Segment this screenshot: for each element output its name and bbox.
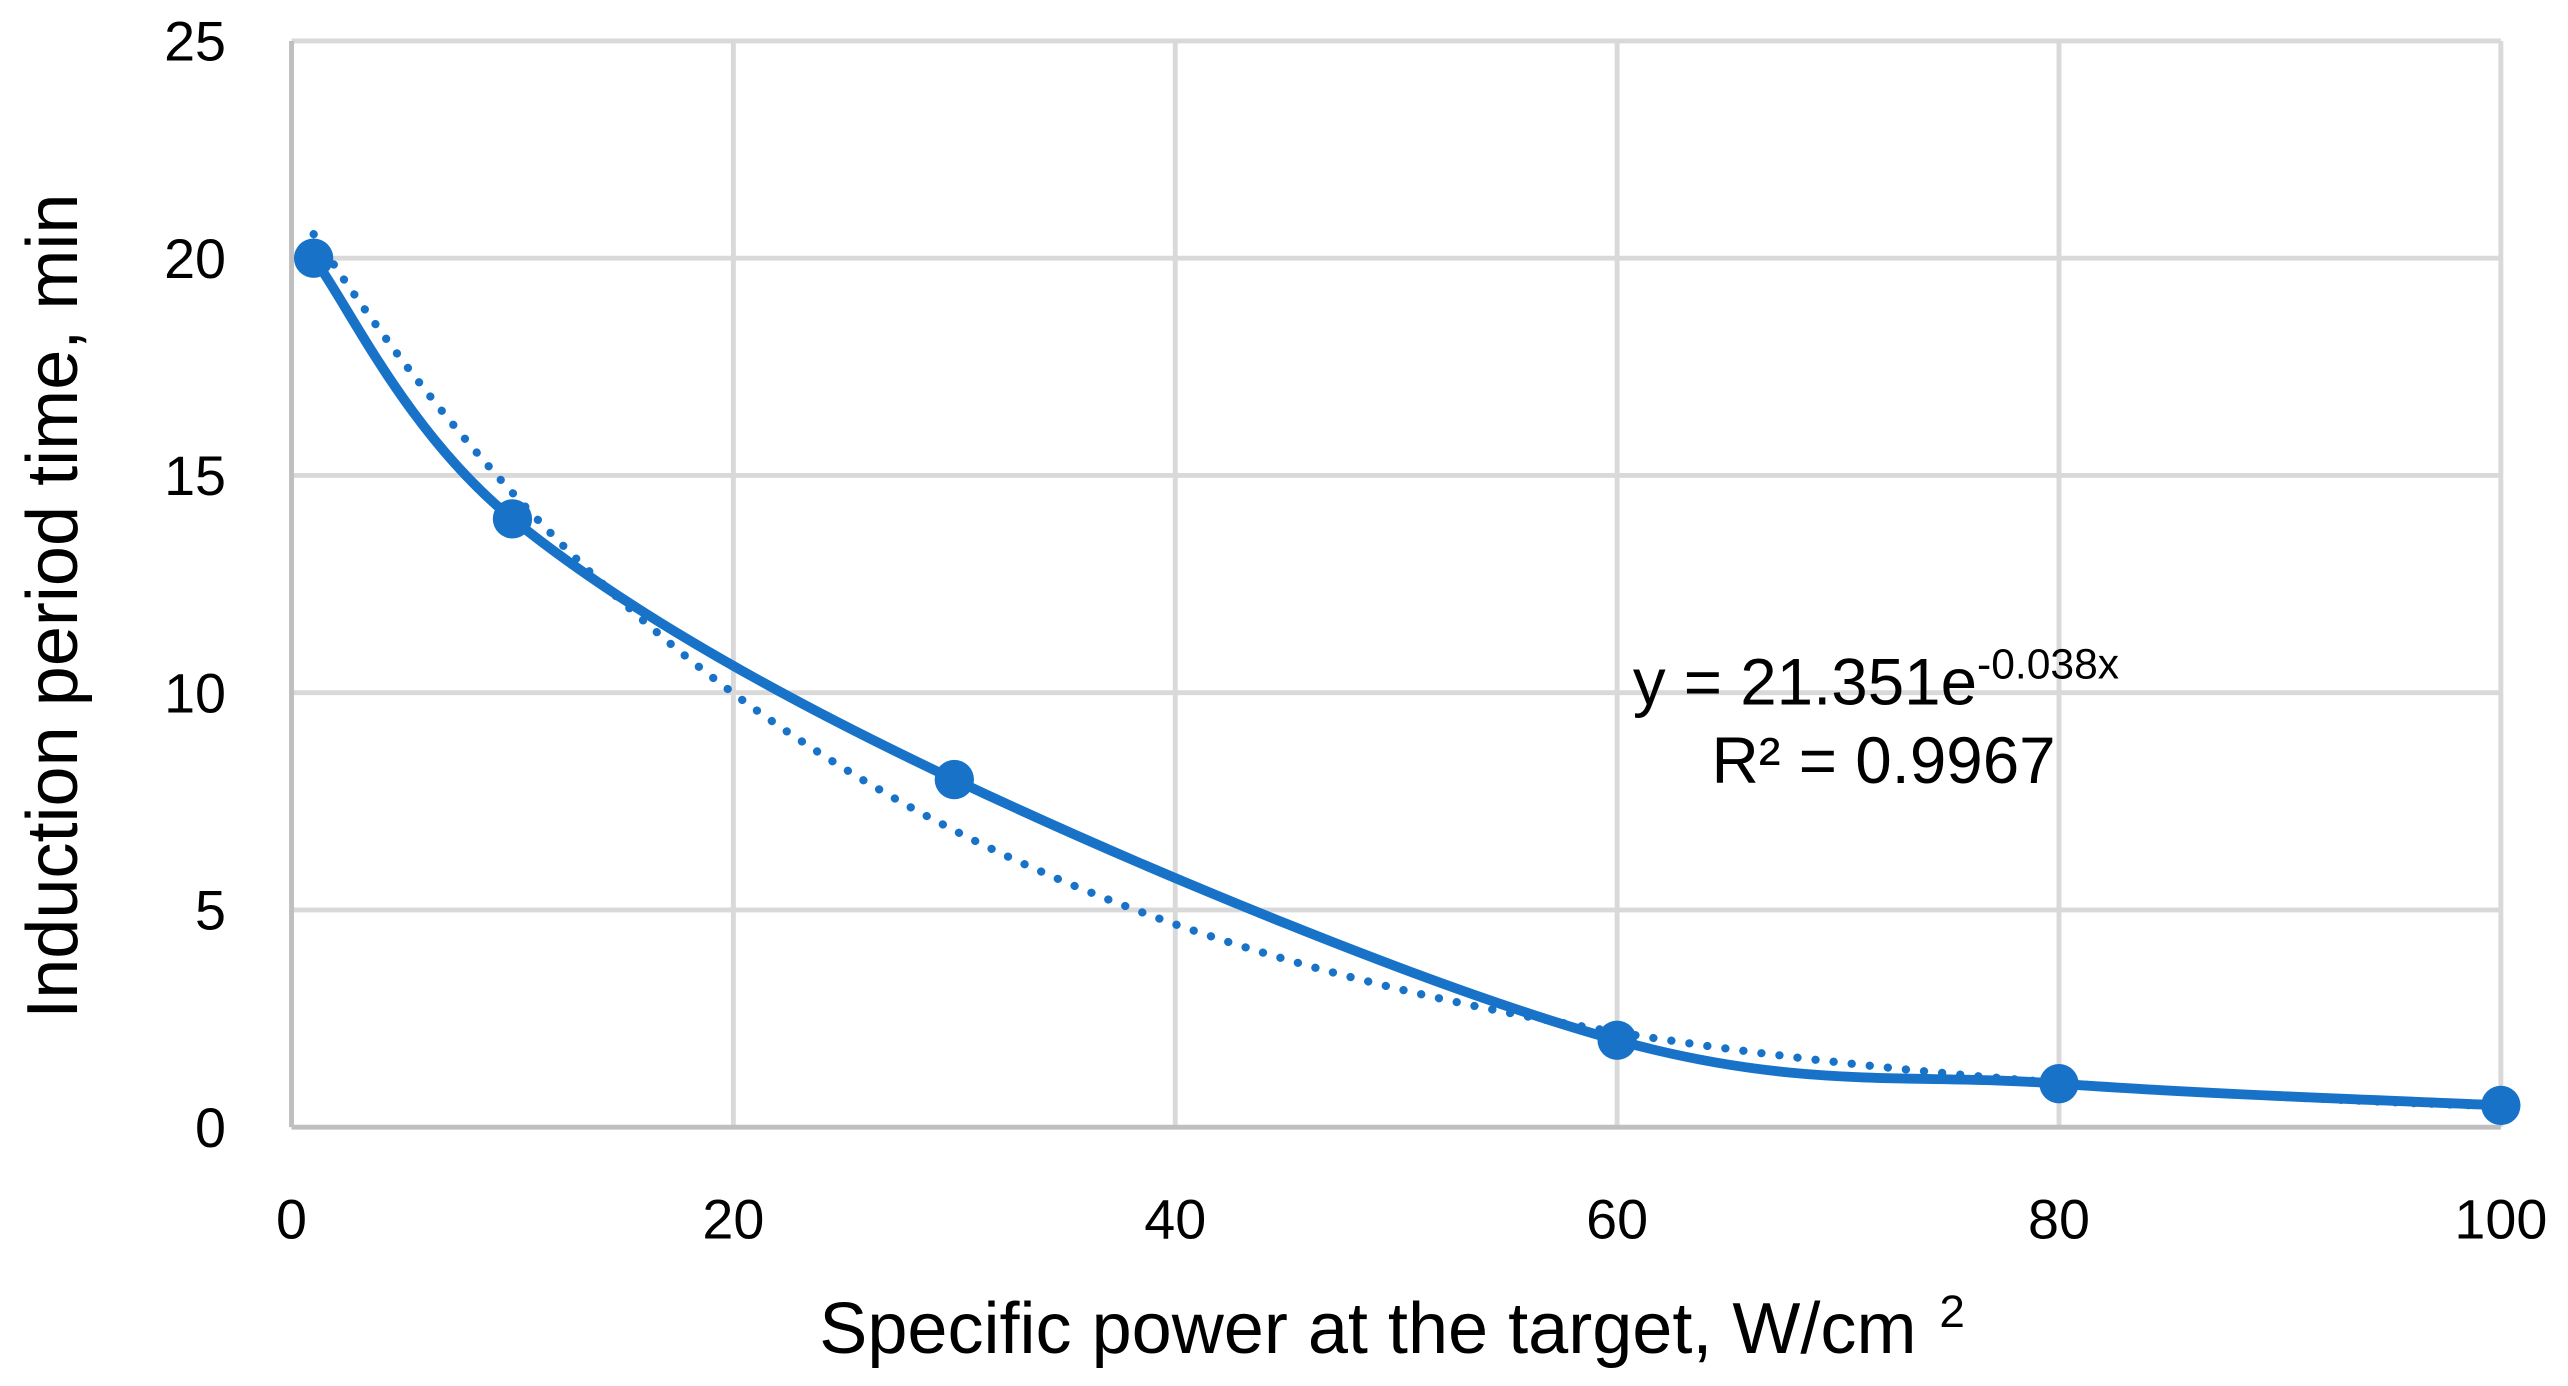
data-point	[2039, 1064, 2079, 1104]
y-tick-label: 0	[195, 1097, 226, 1159]
x-tick-label: 40	[1144, 1189, 1206, 1251]
data-point	[492, 499, 533, 539]
x-tick-label: 20	[702, 1189, 764, 1251]
r-squared-label: R² = 0.9967	[1711, 724, 2055, 797]
x-tick-label: 60	[1586, 1189, 1648, 1251]
y-tick-label: 10	[164, 662, 226, 724]
trendline-equation: y = 21.351e-0.038x	[1633, 640, 2119, 718]
y-axis-title: Induction period time, min	[13, 194, 93, 1019]
tick-labels: 0 5 10 15 20 25 0 20 40 60 80 100	[164, 11, 2547, 1251]
data-point	[2481, 1085, 2521, 1126]
x-tick-label: 0	[276, 1189, 307, 1251]
y-tick-label: 20	[164, 228, 226, 290]
data-point	[293, 238, 334, 278]
y-tick-label: 25	[164, 11, 226, 73]
x-axis-title: Specific power at the target, W/cm 2	[819, 1285, 1965, 1369]
gridlines	[291, 38, 2504, 1128]
axes	[289, 40, 2501, 1130]
data-point	[934, 759, 974, 800]
x-tick-label: 100	[2454, 1189, 2547, 1251]
trendline	[309, 230, 2505, 1111]
y-tick-label: 5	[195, 880, 226, 942]
series	[293, 230, 2521, 1126]
series-line	[308, 253, 2506, 1111]
x-tick-label: 80	[2028, 1189, 2090, 1251]
y-tick-label: 15	[164, 445, 226, 507]
data-point	[1597, 1020, 1637, 1060]
